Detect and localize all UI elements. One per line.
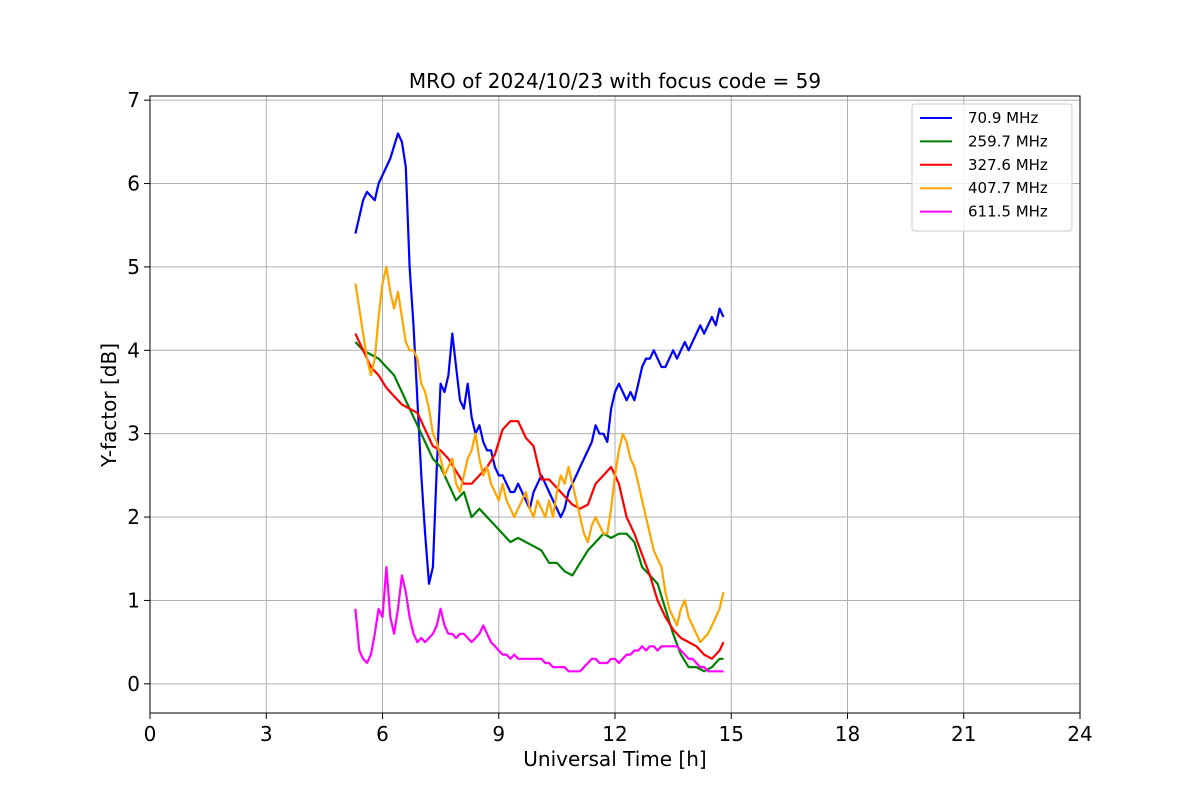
x-tick-label: 3 xyxy=(260,722,273,746)
x-tick-label: 21 xyxy=(951,722,976,746)
x-axis-ticks: 0 3 6 9 12 15 18 21 24 xyxy=(144,713,1093,746)
grid-lines xyxy=(149,96,1081,713)
chart-title: MRO of 2024/10/23 with focus code = 59 xyxy=(409,69,821,93)
series-line-407-7-mhz xyxy=(354,265,725,644)
series-line-259-7-mhz xyxy=(354,341,724,673)
series-line-327-6-mhz xyxy=(354,333,725,660)
x-tick-label: 18 xyxy=(835,722,860,746)
y-axis-label: Y-factor [dB] xyxy=(97,343,121,468)
y-axis-ticks: 0 1 2 3 4 5 6 7 xyxy=(127,88,150,696)
legend-label: 407.7 MHz xyxy=(968,179,1048,197)
y-tick-label: 7 xyxy=(127,88,140,112)
legend: 70.9 MHz 259.7 MHz 327.6 MHz 407.7 MHz 6… xyxy=(911,103,1073,232)
legend-box xyxy=(911,103,1073,232)
x-tick-label: 12 xyxy=(602,722,627,746)
y-tick-label: 2 xyxy=(127,505,140,529)
x-tick-label: 6 xyxy=(376,722,389,746)
y-tick-label: 6 xyxy=(127,172,140,196)
legend-label: 70.9 MHz xyxy=(968,109,1038,127)
legend-label: 327.6 MHz xyxy=(968,156,1048,174)
x-tick-label: 24 xyxy=(1067,722,1092,746)
x-tick-label: 9 xyxy=(492,722,505,746)
y-tick-label: 0 xyxy=(127,672,140,696)
legend-label: 611.5 MHz xyxy=(968,203,1048,221)
y-tick-label: 4 xyxy=(127,338,140,362)
x-tick-label: 0 xyxy=(144,722,157,746)
series-line-70-9-mhz xyxy=(354,132,725,585)
x-axis-label: Universal Time [h] xyxy=(523,747,706,771)
y-tick-label: 5 xyxy=(127,255,140,279)
y-tick-label: 3 xyxy=(127,422,140,446)
series-line-611-5-mhz xyxy=(354,565,724,673)
x-tick-label: 15 xyxy=(719,722,744,746)
series-lines xyxy=(354,132,725,673)
legend-label: 259.7 MHz xyxy=(968,132,1048,150)
y-tick-label: 1 xyxy=(127,588,140,612)
